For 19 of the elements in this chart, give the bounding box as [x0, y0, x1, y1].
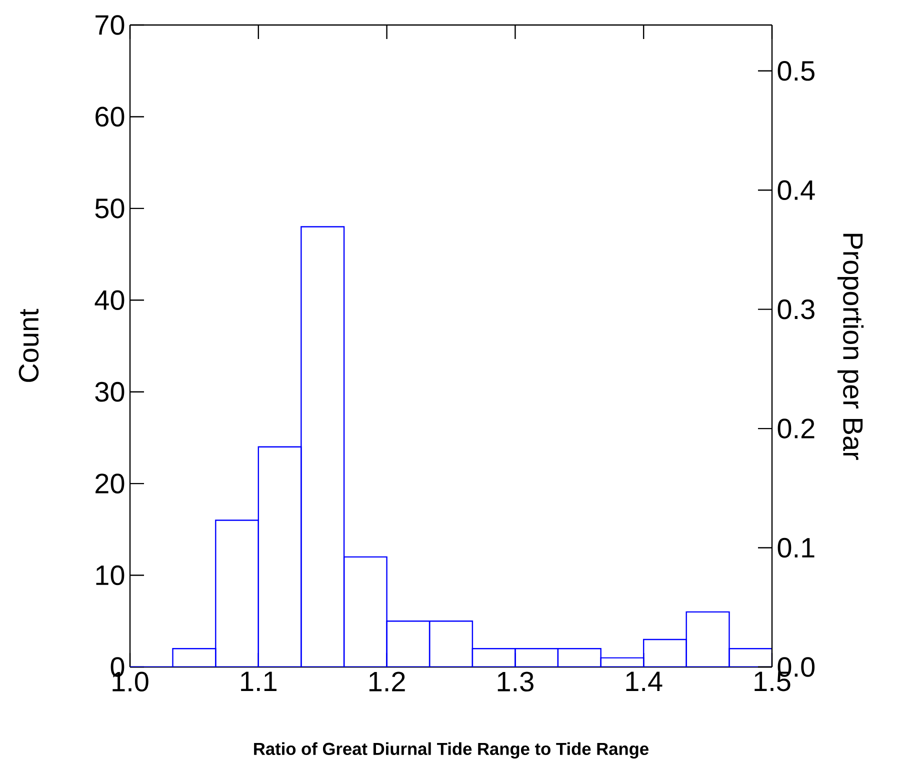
x-tick-label: 1.3: [498, 672, 534, 692]
y-axis-title: Count: [18, 308, 39, 382]
x-tick-label: 1.2: [369, 672, 405, 692]
y2-tick-label: 0.3: [778, 299, 814, 320]
y-tick-label: 50: [95, 198, 124, 218]
y2-tick-label: 0.2: [778, 418, 814, 438]
y-tick-label: 10: [96, 565, 124, 586]
y-tick-label: 20: [96, 474, 124, 494]
y2-axis-title: Proportion per Bar: [837, 234, 864, 460]
y-tick-label: 70: [96, 15, 124, 35]
x-axis-title: Ratio of Great Diurnal Tide Range to Tide Range: [254, 742, 648, 759]
y-tick-label: 40: [94, 290, 124, 310]
y2-tick-label: 0.5: [778, 60, 814, 81]
y2-tick-label: 0.4: [778, 180, 815, 200]
y-tick-label: 30: [95, 382, 124, 402]
y-tick-label: 60: [96, 106, 124, 127]
x-tick-label: 1.4: [626, 672, 662, 691]
y2-tick-label: 0.1: [778, 538, 814, 558]
x-tick-label: 1.1: [241, 672, 276, 691]
